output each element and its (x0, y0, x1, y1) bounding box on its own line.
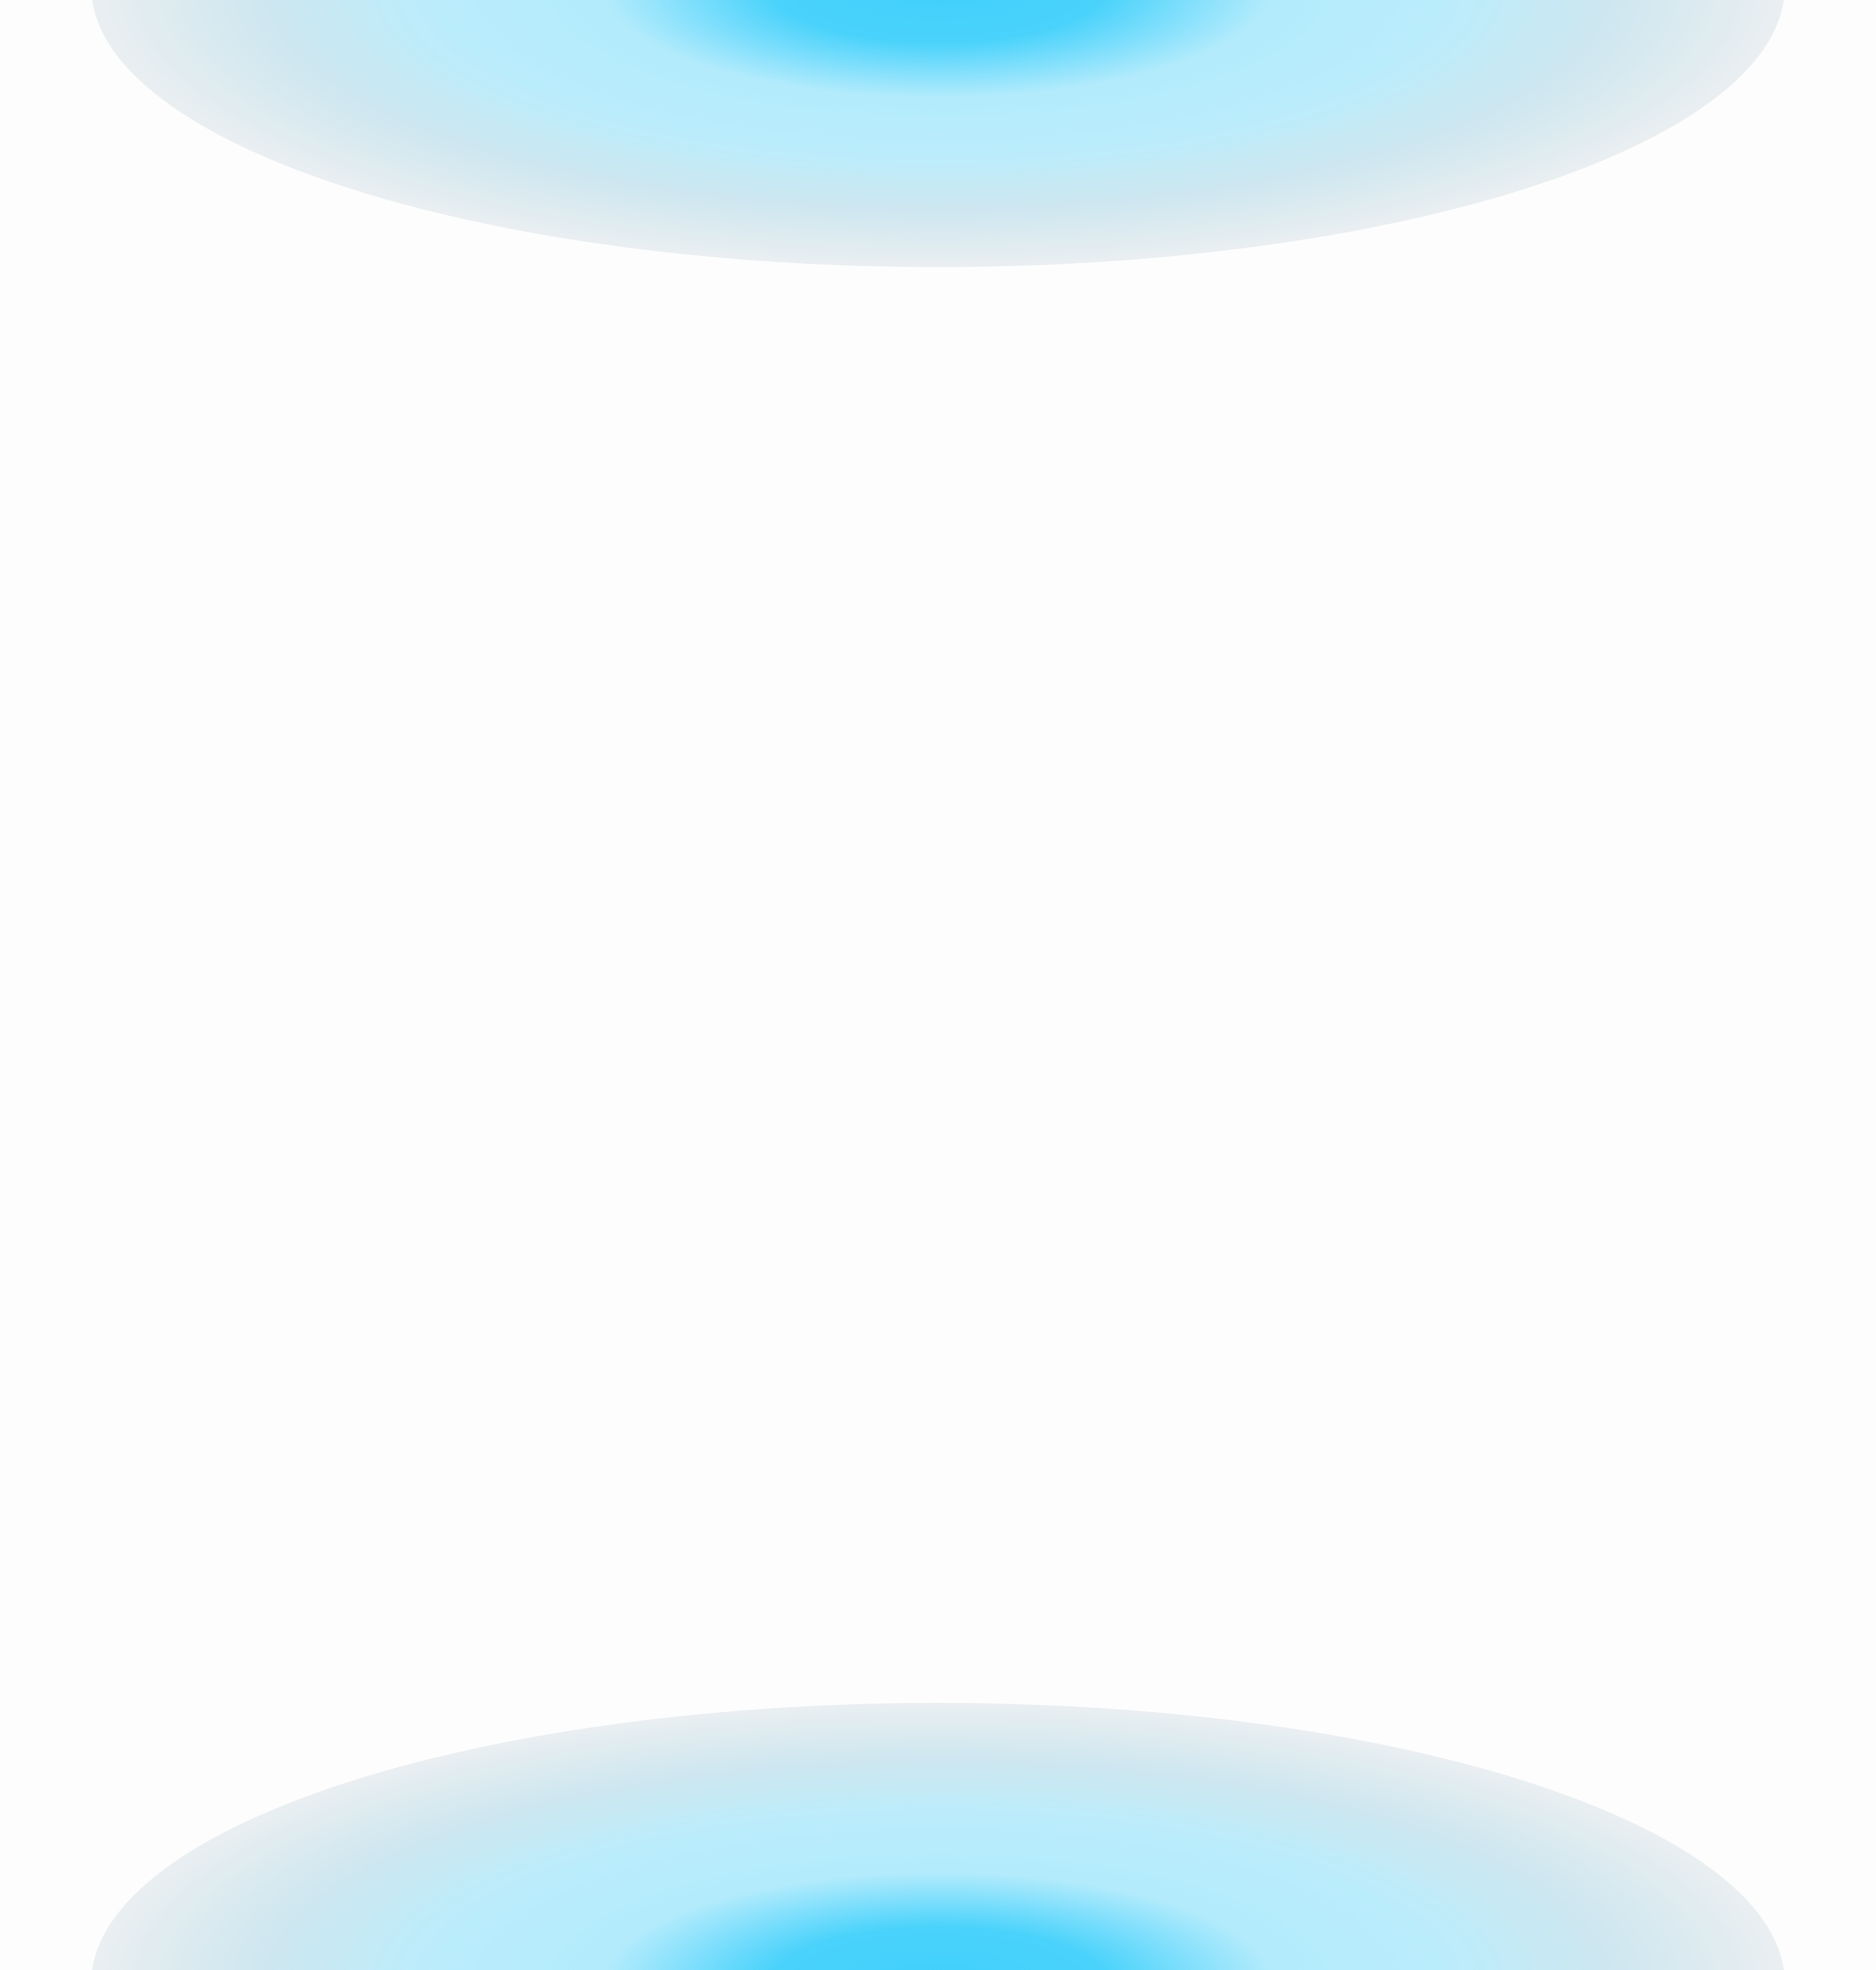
bottom-glow (91, 1703, 1785, 1970)
top-glow (91, 0, 1785, 267)
